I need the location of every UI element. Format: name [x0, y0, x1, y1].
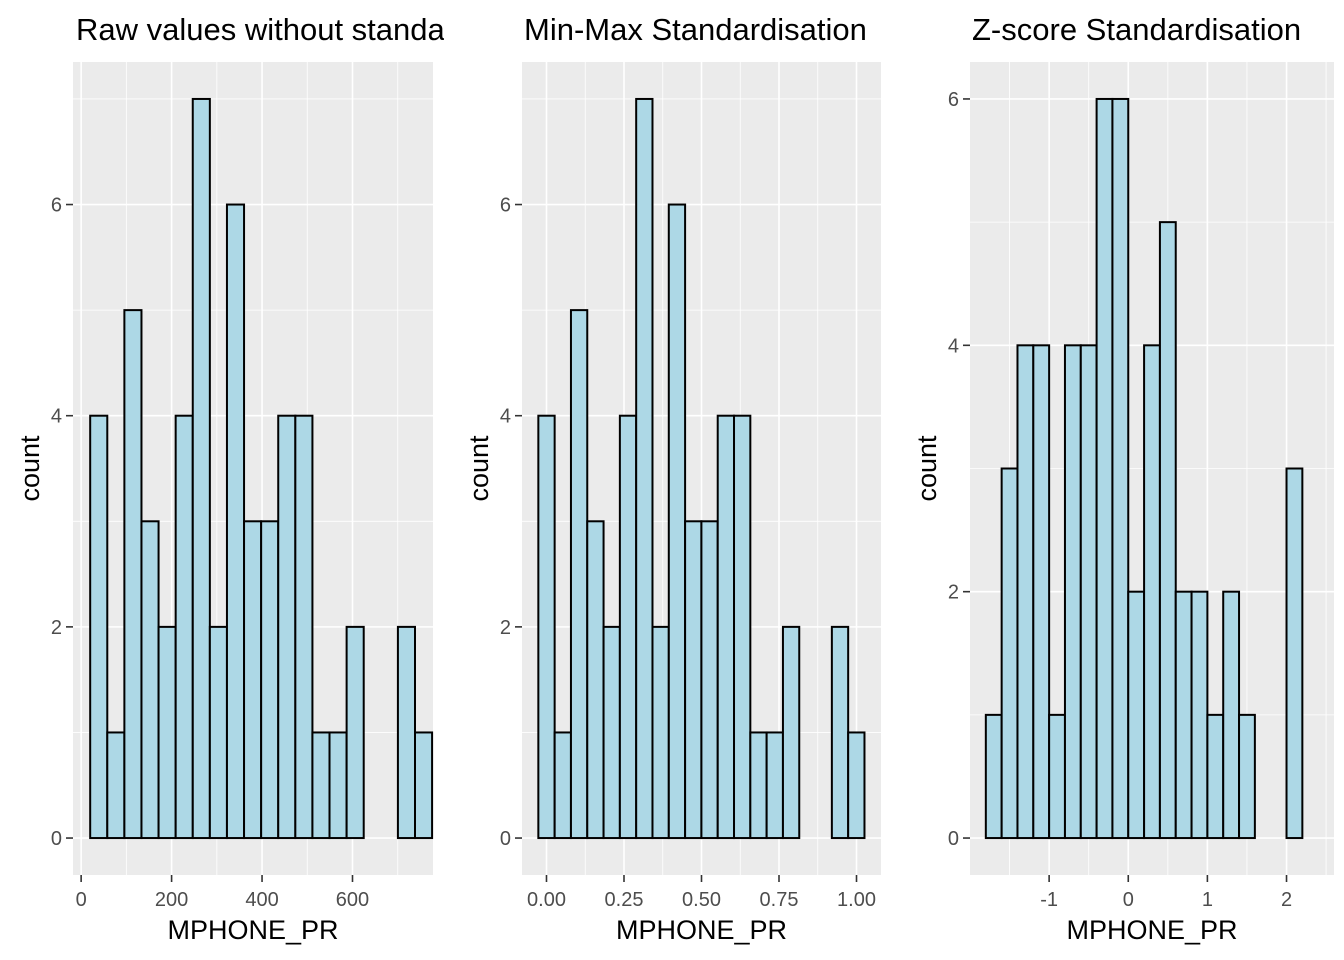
histogram-bar	[1111, 97, 1130, 840]
histogram-bar	[1190, 590, 1209, 840]
histogram-bar	[1222, 590, 1241, 840]
histogram-bar	[174, 414, 194, 840]
x-tick-label: 0.50	[682, 889, 721, 911]
x-tick-label: 400	[245, 889, 278, 911]
histogram-bar	[243, 520, 263, 840]
histogram-bar	[1238, 713, 1256, 840]
x-tick-label: 0	[1123, 889, 1134, 911]
y-tick-label: 6	[500, 195, 511, 217]
histogram-bar	[984, 713, 1003, 840]
histogram-bar	[667, 203, 687, 840]
histogram-bar	[553, 731, 572, 840]
histogram-bar	[1174, 590, 1193, 840]
histogram-bar	[1143, 344, 1161, 840]
y-tick-label: 4	[948, 335, 959, 357]
histogram-bar	[1079, 344, 1098, 840]
chart-title: Raw values without standardisation	[76, 12, 562, 47]
chart-title: Min-Max Standardisation	[524, 12, 867, 47]
x-axis-title: MPHONE_PR	[167, 915, 338, 945]
histogram-bar	[618, 414, 638, 840]
histogram-bar	[651, 625, 670, 840]
histogram-bar	[1127, 590, 1146, 840]
histogram-bar	[1000, 467, 1019, 840]
x-axis-title: MPHONE_PR	[616, 915, 787, 945]
x-tick-label: 0.00	[527, 889, 566, 911]
histogram-bar	[123, 309, 143, 840]
x-tick-label: 2	[1281, 889, 1292, 911]
histogram-bar	[586, 520, 605, 840]
y-tick-label: 0	[948, 828, 959, 850]
y-tick-label: 6	[51, 195, 62, 217]
histogram-bar	[294, 414, 314, 840]
y-tick-label: 2	[948, 582, 959, 604]
histogram-bar	[277, 414, 297, 840]
histogram-bar	[569, 309, 589, 840]
histogram-bar	[781, 625, 801, 840]
histogram-bar	[602, 625, 621, 840]
histogram-bar	[311, 731, 331, 840]
y-axis-title: count	[15, 435, 45, 502]
histogram-bar	[830, 625, 850, 840]
x-tick-label: -1	[1040, 889, 1058, 911]
x-axis-title: MPHONE_PR	[1066, 915, 1237, 945]
histogram-bar	[208, 625, 228, 840]
y-tick-label: 2	[51, 617, 62, 639]
histogram-bar	[106, 731, 126, 840]
histogram-bar	[1285, 467, 1304, 840]
histogram-bar	[191, 97, 211, 840]
histogram-bar	[396, 625, 416, 840]
y-tick-label: 6	[948, 89, 959, 111]
x-tick-label: 1.00	[837, 889, 876, 911]
histogram-bar	[700, 520, 719, 840]
histogram-bar	[684, 520, 703, 840]
histogram-bar	[328, 731, 348, 840]
histogram-bar	[414, 731, 434, 840]
histogram-bar	[140, 520, 160, 840]
x-tick-label: 0.25	[605, 889, 644, 911]
histogram-bar	[537, 414, 556, 840]
x-tick-label: 0	[76, 889, 87, 911]
histogram-bar	[260, 520, 280, 840]
y-tick-label: 0	[500, 828, 511, 850]
histogram-bar	[1063, 344, 1082, 840]
chart-panel-3: Z-score Standardisation -1 0 1 2 0 2 4 6 MPHONE_P…	[912, 12, 1334, 945]
histogram-bar	[847, 731, 866, 840]
histogram-bar	[345, 625, 365, 840]
histogram-bar	[89, 414, 109, 840]
histogram-bar	[225, 203, 246, 840]
y-axis-title: count	[912, 435, 942, 502]
histogram-bar	[1206, 713, 1225, 840]
histogram-bar	[733, 414, 752, 840]
histogram-bar	[1095, 97, 1114, 840]
chart-title: Z-score Standardisation	[972, 12, 1301, 47]
y-axis-title: count	[464, 435, 494, 502]
x-tick-label: 200	[155, 889, 188, 911]
y-tick-label: 2	[500, 617, 511, 639]
histogram-bar	[749, 731, 768, 840]
histogram-bar	[1158, 221, 1177, 840]
histogram-bar	[1032, 344, 1051, 840]
histogram-bar	[635, 97, 654, 840]
y-tick-label: 4	[500, 406, 511, 428]
y-tick-label: 0	[51, 828, 62, 850]
histogram-bar	[716, 414, 736, 840]
chart-panel-2: Min-Max Standardisation 0.00 0.25 0.50 0.75 1…	[464, 12, 881, 945]
x-tick-label: 600	[336, 889, 369, 911]
histogram-bar	[1048, 713, 1066, 840]
histogram-bar	[765, 731, 784, 840]
y-tick-label: 4	[51, 406, 62, 428]
histogram-bar	[1016, 344, 1035, 840]
x-tick-label: 1	[1202, 889, 1213, 911]
x-tick-label: 0.75	[760, 889, 799, 911]
histogram-bar	[157, 625, 177, 840]
